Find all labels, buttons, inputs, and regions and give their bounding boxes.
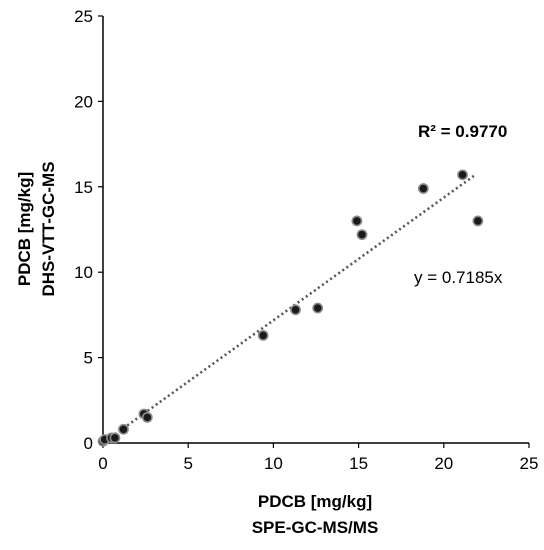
data-point: [312, 302, 324, 314]
y-tick-label: 5: [84, 349, 93, 368]
data-point: [472, 215, 484, 227]
x-axis-title-line1: PDCB [mg/kg]: [258, 492, 372, 511]
data-point: [457, 169, 468, 181]
y-tick-label: 25: [74, 7, 93, 26]
y-tick-label: 20: [74, 92, 93, 111]
data-point: [356, 229, 368, 241]
data-points: [97, 169, 484, 447]
r-squared-label: R² = 0.9770: [418, 122, 507, 141]
data-point: [109, 432, 121, 444]
y-tick-label: 10: [74, 263, 93, 282]
data-point: [417, 183, 429, 194]
trendline-group: [102, 174, 476, 445]
x-tick-label: 5: [183, 454, 192, 473]
chart-labels: R² = 0.9770 y = 0.7185x PDCB [mg/kg] SPE…: [15, 122, 507, 537]
axes: [102, 16, 529, 444]
data-point: [257, 329, 269, 341]
x-tick-label: 15: [349, 454, 368, 473]
x-axis-title-line2: SPE-GC-MS/MS: [252, 518, 379, 537]
data-point: [141, 411, 153, 423]
x-tick-label: 0: [98, 454, 107, 473]
data-point: [351, 215, 363, 227]
x-tick-label: 10: [264, 454, 283, 473]
y-axis-title-line1: PDCB [mg/kg]: [15, 172, 34, 286]
equation-label: y = 0.7185x: [414, 268, 503, 287]
axis-ticks: 0 5 10 15 20 25 0 5 10 15 20 25: [74, 7, 538, 473]
y-tick-label: 15: [74, 178, 93, 197]
y-axis-title-line2: DHS-VTT-GC-MS: [39, 161, 58, 296]
data-point: [118, 423, 129, 435]
data-point: [290, 304, 301, 316]
trendline: [102, 174, 476, 445]
x-tick-label: 20: [434, 454, 453, 473]
x-tick-label: 25: [520, 454, 539, 473]
y-tick-label: 0: [84, 434, 93, 453]
